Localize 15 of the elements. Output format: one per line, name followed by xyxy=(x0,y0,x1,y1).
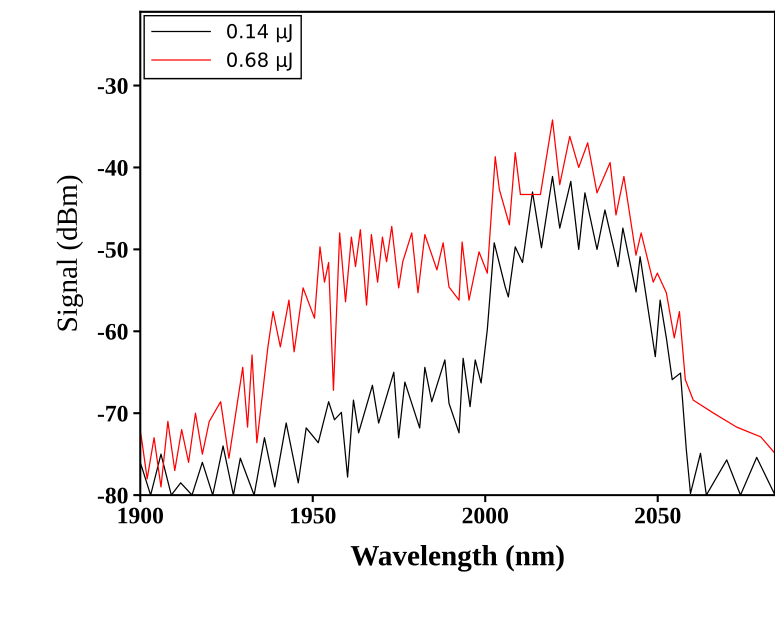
y-tick-label: -80 xyxy=(98,488,128,504)
y-tick-label: -50 xyxy=(98,242,128,258)
y-tick-label: -70 xyxy=(98,406,128,422)
legend-label: 0.68 μJ xyxy=(227,52,292,71)
y-tick-label: -40 xyxy=(98,160,128,176)
x-tick-label: 2000 xyxy=(462,508,508,524)
y-tick-label: -60 xyxy=(98,324,128,340)
y-axis-title: Signal (dBm) xyxy=(56,176,84,331)
legend-label: 0.14 μJ xyxy=(227,24,292,42)
x-tick-label: 2050 xyxy=(635,508,680,524)
line-series xyxy=(140,119,775,488)
y-tick-label: -30 xyxy=(98,78,128,94)
x-tick-label: 1900 xyxy=(118,508,163,524)
x-tick-label: 1950 xyxy=(291,508,336,524)
x-axis-title: Wavelength (nm) xyxy=(350,544,564,572)
